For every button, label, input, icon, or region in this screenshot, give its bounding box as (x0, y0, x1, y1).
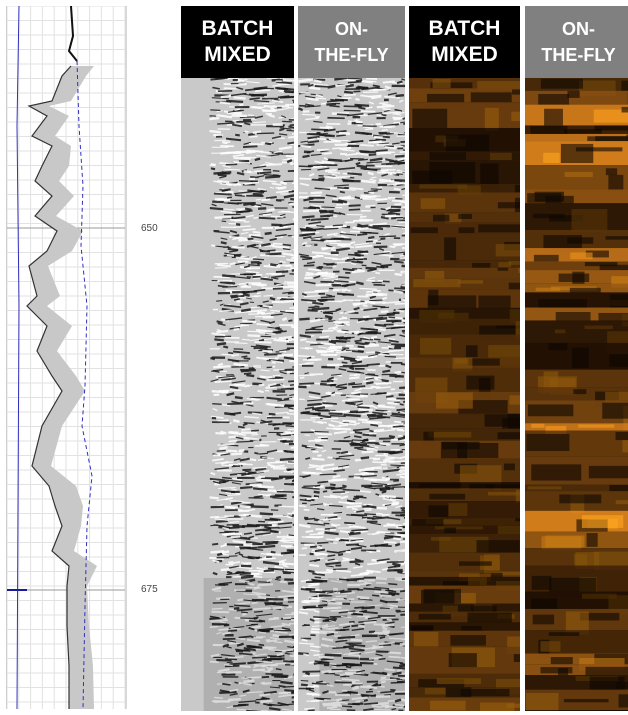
well-log-track (6, 6, 127, 709)
depth-label-675: 675 (141, 584, 158, 595)
borehole-image-amber (525, 78, 628, 711)
panel-title-line: MIXED (204, 43, 271, 66)
panel-batch-mixed-grayscale: BATCH MIXED (181, 6, 294, 711)
borehole-image-grayscale (181, 78, 294, 711)
panel-title-line: THE-FLY (314, 45, 389, 65)
panel-header: BATCH MIXED (409, 6, 520, 78)
panel-batch-mixed-amber: BATCH MIXED (409, 6, 520, 711)
panel-title-line: BATCH (428, 17, 501, 40)
borehole-image-amber (409, 78, 520, 711)
borehole-image-grayscale (298, 78, 405, 711)
panel-title-line: BATCH (201, 17, 274, 40)
panel-title-line: THE-FLY (541, 45, 616, 65)
panel-title-line: MIXED (431, 43, 498, 66)
panel-header: ON- THE-FLY (298, 6, 405, 78)
panel-title-line: ON- (335, 19, 368, 39)
log-curve-plot (7, 6, 125, 709)
panel-on-the-fly-grayscale: ON- THE-FLY (298, 6, 405, 711)
panel-header: BATCH MIXED (181, 6, 294, 78)
depth-label-650: 650 (141, 223, 158, 234)
panel-title-line: ON- (562, 19, 595, 39)
panel-on-the-fly-amber: ON- THE-FLY (525, 6, 628, 711)
panel-header: ON- THE-FLY (525, 6, 628, 78)
